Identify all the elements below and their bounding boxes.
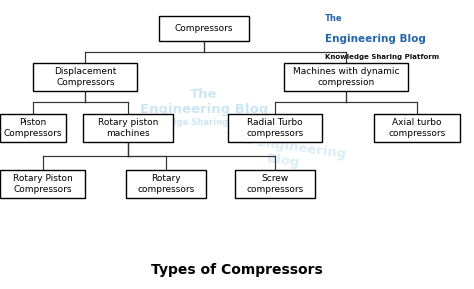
FancyBboxPatch shape xyxy=(0,170,85,198)
FancyBboxPatch shape xyxy=(228,114,322,142)
Text: Displacement
Compressors: Displacement Compressors xyxy=(54,67,117,87)
FancyBboxPatch shape xyxy=(33,63,137,91)
Text: The: The xyxy=(325,14,342,23)
FancyBboxPatch shape xyxy=(126,170,206,198)
Text: Screw
compressors: Screw compressors xyxy=(246,174,303,194)
FancyBboxPatch shape xyxy=(0,114,66,142)
Text: Knowledge Sharing Platform: Knowledge Sharing Platform xyxy=(325,54,439,60)
Text: Machines with dynamic
compression: Machines with dynamic compression xyxy=(293,67,399,87)
Text: Rotary Piston
Compressors: Rotary Piston Compressors xyxy=(13,174,73,194)
Text: Axial turbo
compressors: Axial turbo compressors xyxy=(389,118,446,138)
Text: Compressors: Compressors xyxy=(174,24,233,33)
FancyBboxPatch shape xyxy=(284,63,408,91)
Text: Rotary
compressors: Rotary compressors xyxy=(137,174,194,194)
Text: The
Engineering Blog: The Engineering Blog xyxy=(140,88,268,116)
Text: Knowledge Sharing Platform: Knowledge Sharing Platform xyxy=(136,118,272,127)
Text: The Engineering
Blog: The Engineering Blog xyxy=(222,131,347,176)
FancyBboxPatch shape xyxy=(235,170,315,198)
Text: Piston
Compressors: Piston Compressors xyxy=(4,118,63,138)
FancyBboxPatch shape xyxy=(83,114,173,142)
Text: Engineering Blog: Engineering Blog xyxy=(325,34,426,44)
Text: Radial Turbo
compressors: Radial Turbo compressors xyxy=(246,118,303,138)
Text: Rotary piston
machines: Rotary piston machines xyxy=(98,118,158,138)
FancyBboxPatch shape xyxy=(374,114,460,142)
FancyBboxPatch shape xyxy=(159,16,249,41)
Text: Types of Compressors: Types of Compressors xyxy=(151,264,323,277)
